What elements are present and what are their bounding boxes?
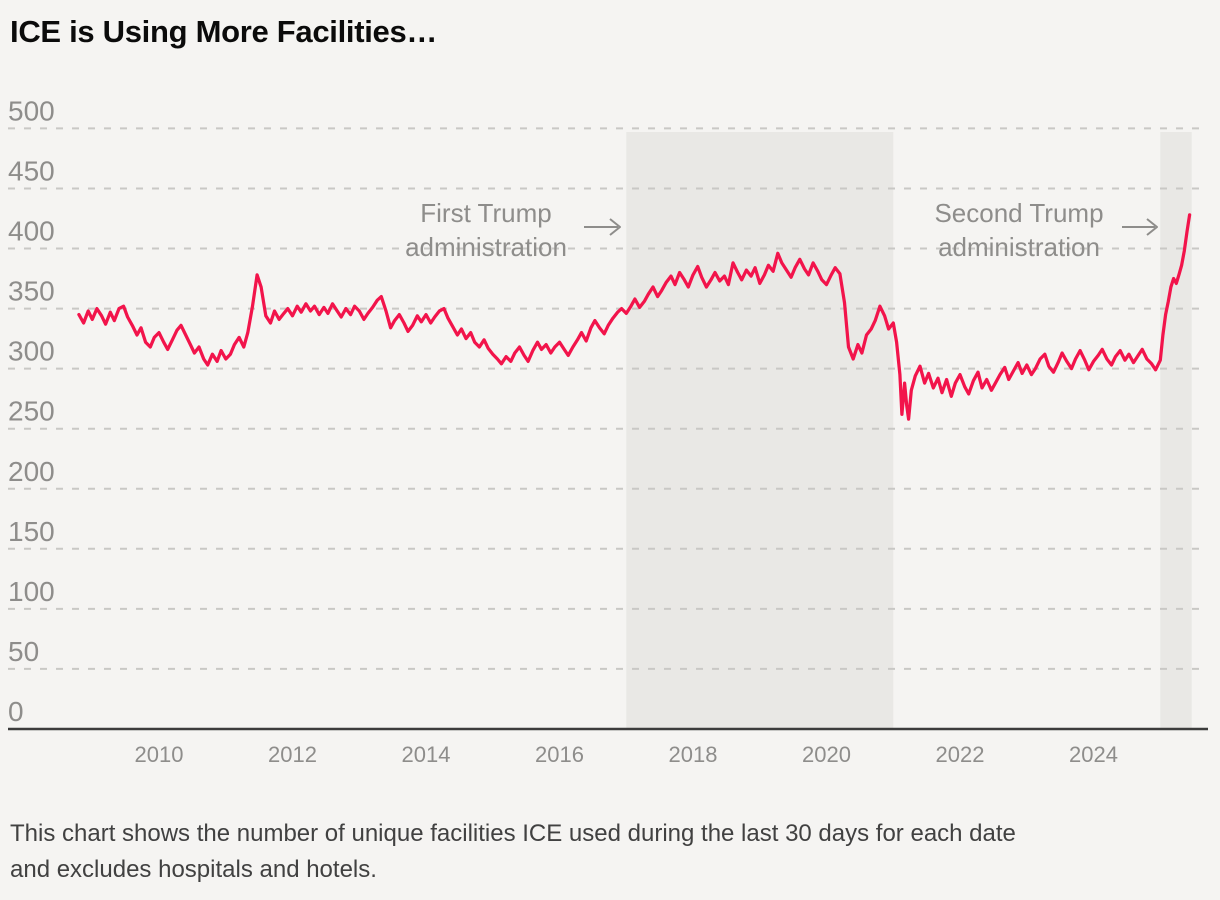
x-tick-label: 2012 bbox=[268, 742, 317, 767]
chart-caption: This chart shows the number of unique fa… bbox=[10, 816, 1016, 888]
y-tick-label: 300 bbox=[8, 336, 55, 367]
data-line bbox=[77, 213, 1192, 421]
y-tick-label: 400 bbox=[8, 216, 55, 247]
y-tick-label: 0 bbox=[8, 696, 24, 727]
facilities-line-chart: 0 50 100 150 200 250 300 350 400 450 500 2010 2012 20… bbox=[8, 95, 1208, 767]
annotation-line: administration bbox=[938, 232, 1100, 262]
y-tick-label: 250 bbox=[8, 396, 55, 427]
annotation-second-trump: Second Trump administration bbox=[919, 196, 1119, 264]
caption-line-1: This chart shows the number of unique fa… bbox=[10, 820, 1016, 847]
annotation-first-trump: First Trump administration bbox=[386, 196, 586, 264]
y-tick-label: 450 bbox=[8, 156, 55, 187]
annotation-line: First Trump bbox=[420, 198, 552, 228]
chart-canvas: 0 50 100 150 200 250 300 350 400 450 500 2010 2012 20… bbox=[8, 95, 1208, 767]
caption-line-2: and excludes hospitals and hotels. bbox=[10, 856, 377, 883]
y-tick-label: 150 bbox=[8, 516, 55, 547]
y-tick-label: 50 bbox=[8, 636, 39, 667]
arrow-right-icon bbox=[1146, 218, 1158, 236]
x-tick-label: 2016 bbox=[535, 742, 584, 767]
y-tick-label: 200 bbox=[8, 456, 55, 487]
annotation-line: administration bbox=[405, 232, 567, 262]
shaded-region bbox=[626, 132, 894, 729]
y-tick-label: 100 bbox=[8, 576, 55, 607]
x-tick-label: 2024 bbox=[1069, 742, 1118, 767]
x-tick-label: 2020 bbox=[802, 742, 851, 767]
x-tick-label: 2018 bbox=[669, 742, 718, 767]
y-tick-label: 500 bbox=[8, 95, 55, 126]
x-tick-label: 2010 bbox=[135, 742, 184, 767]
x-tick-label: 2014 bbox=[402, 742, 451, 767]
y-tick-label: 350 bbox=[8, 276, 55, 307]
annotation-line: Second Trump bbox=[934, 198, 1104, 228]
x-tick-label: 2022 bbox=[936, 742, 985, 767]
arrow-right-icon bbox=[609, 218, 621, 236]
chart-title: ICE is Using More Facilities… bbox=[10, 14, 438, 49]
